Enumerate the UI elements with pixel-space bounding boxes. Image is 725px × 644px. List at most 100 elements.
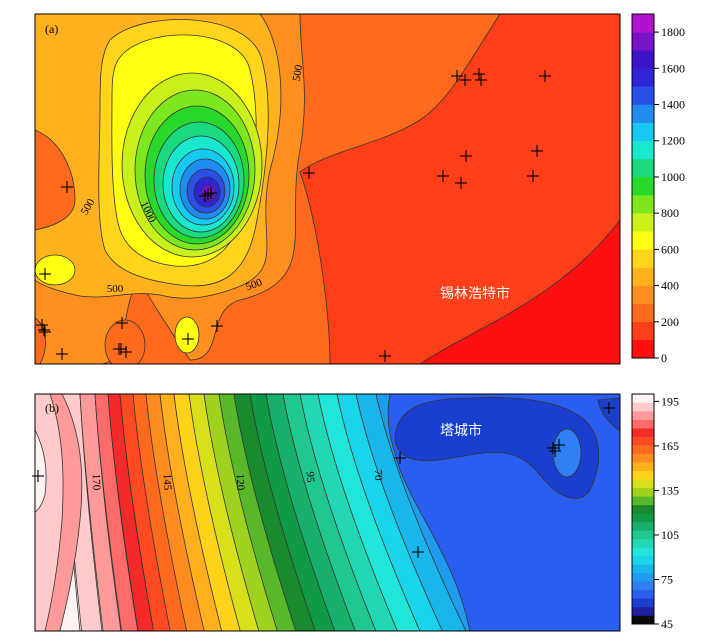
colorbar-tick-label: 800 [661,206,679,220]
station-marker [527,170,539,182]
station-marker [379,350,391,362]
panel-b: (b) 塔城市 170 145 120 95 70 [32,393,621,632]
colorbar-tick-label: 135 [661,483,679,497]
contour-label: 170 [90,474,103,491]
station-marker [182,333,194,345]
colorbar-swatch [632,589,654,599]
colorbar-swatch [632,140,654,160]
contour-label: 500 [107,283,124,295]
station-marker [36,319,48,331]
station-marker [202,188,214,200]
station-marker [211,320,223,332]
colorbar-swatch [632,267,654,286]
colorbar-swatch [632,303,654,323]
colorbar-swatch [632,538,654,548]
colorbar-swatch [632,428,654,437]
colorbar-swatch [632,504,654,514]
station-marker [303,167,315,179]
panel-a-station-markers [36,68,551,362]
station-marker [549,445,561,457]
contour-label: 95 [304,471,316,483]
panel-a-city-label: 锡林浩特市 [440,285,510,302]
station-marker [603,402,615,414]
colorbar-swatch [632,231,654,250]
station-marker [205,187,217,199]
colorbar-swatch [632,521,654,531]
colorbar-b: 195 165 135 105 75 45 [631,393,679,631]
panel-b-label: (b) [45,401,59,415]
station-marker [199,190,211,202]
colorbar-tick-label: 165 [661,439,679,453]
colorbar-tick-label: 45 [661,617,673,631]
colorbar-swatch [632,445,654,454]
panel-b-station-markers [32,402,615,558]
colorbar-swatch [632,470,654,480]
station-marker [437,170,449,182]
station-marker [56,348,68,360]
colorbar-swatch [632,285,654,304]
colorbar-swatch [632,402,654,412]
colorbar-swatch [632,564,654,574]
colorbar-tick-label: 195 [661,394,679,408]
colorbar-swatch [632,513,654,523]
panel-a-contour-field [35,14,620,364]
station-marker [473,68,485,80]
station-marker [116,317,128,329]
station-marker [61,181,73,193]
colorbar-swatch [632,50,654,69]
contour-label: 120 [234,474,247,491]
colorbar-tick-label: 1600 [661,61,685,75]
panel-b-contour-labels: 170 145 120 95 70 [90,469,384,491]
station-marker [120,346,132,358]
contour-label: 500 [291,63,306,82]
station-marker [115,343,127,355]
colorbar-swatch [632,479,654,489]
colorbar-swatch [632,195,654,214]
station-marker [394,452,406,464]
panel-a-frame [34,13,621,365]
colorbar-tick-label: 1200 [661,134,685,148]
station-marker [451,70,463,82]
station-marker [455,177,467,189]
colorbar-swatch [632,496,654,506]
colorbar-swatch [632,487,654,497]
colorbar-swatch [632,606,654,616]
station-marker [39,268,51,280]
colorbar-swatch [632,213,654,232]
colorbar-tick-label: 0 [661,351,667,365]
colorbar-tick-label: 1000 [661,170,685,184]
colorbar-swatch [632,68,654,87]
colorbar-swatch [632,176,654,196]
colorbar-swatch [632,339,654,359]
colorbar-swatch [632,158,654,178]
colorbar-swatch [632,104,654,123]
station-marker [39,326,51,338]
panel-b-frame [34,393,621,632]
colorbar-a: 1800 1600 1400 1200 1000 800 600 400 200 0 [631,13,685,365]
colorbar-swatch [632,547,654,557]
colorbar-swatch [632,321,654,341]
colorbar-swatch [632,436,654,446]
colorbar-tick-label: 400 [661,279,679,293]
colorbar-swatch [632,462,654,471]
colorbar-swatch [632,572,654,582]
colorbar-tick-label: 75 [661,572,673,586]
colorbar-swatch [632,32,654,51]
colorbar-swatch [632,555,654,565]
colorbar-tick-label: 1400 [661,98,685,112]
colorbar-swatch [632,530,654,540]
colorbar-swatch [632,581,654,591]
station-marker [412,546,424,558]
station-marker [539,70,551,82]
station-marker [475,74,487,86]
colorbar-swatch [632,411,654,420]
station-marker [460,150,472,162]
contour-label: 500 [244,276,264,293]
colorbar-tick-label: 105 [661,528,679,542]
colorbar-swatch [632,14,654,33]
colorbar-tick-label: 1800 [661,25,685,39]
colorbar-tick-label: 600 [661,242,679,256]
station-marker [547,442,559,454]
